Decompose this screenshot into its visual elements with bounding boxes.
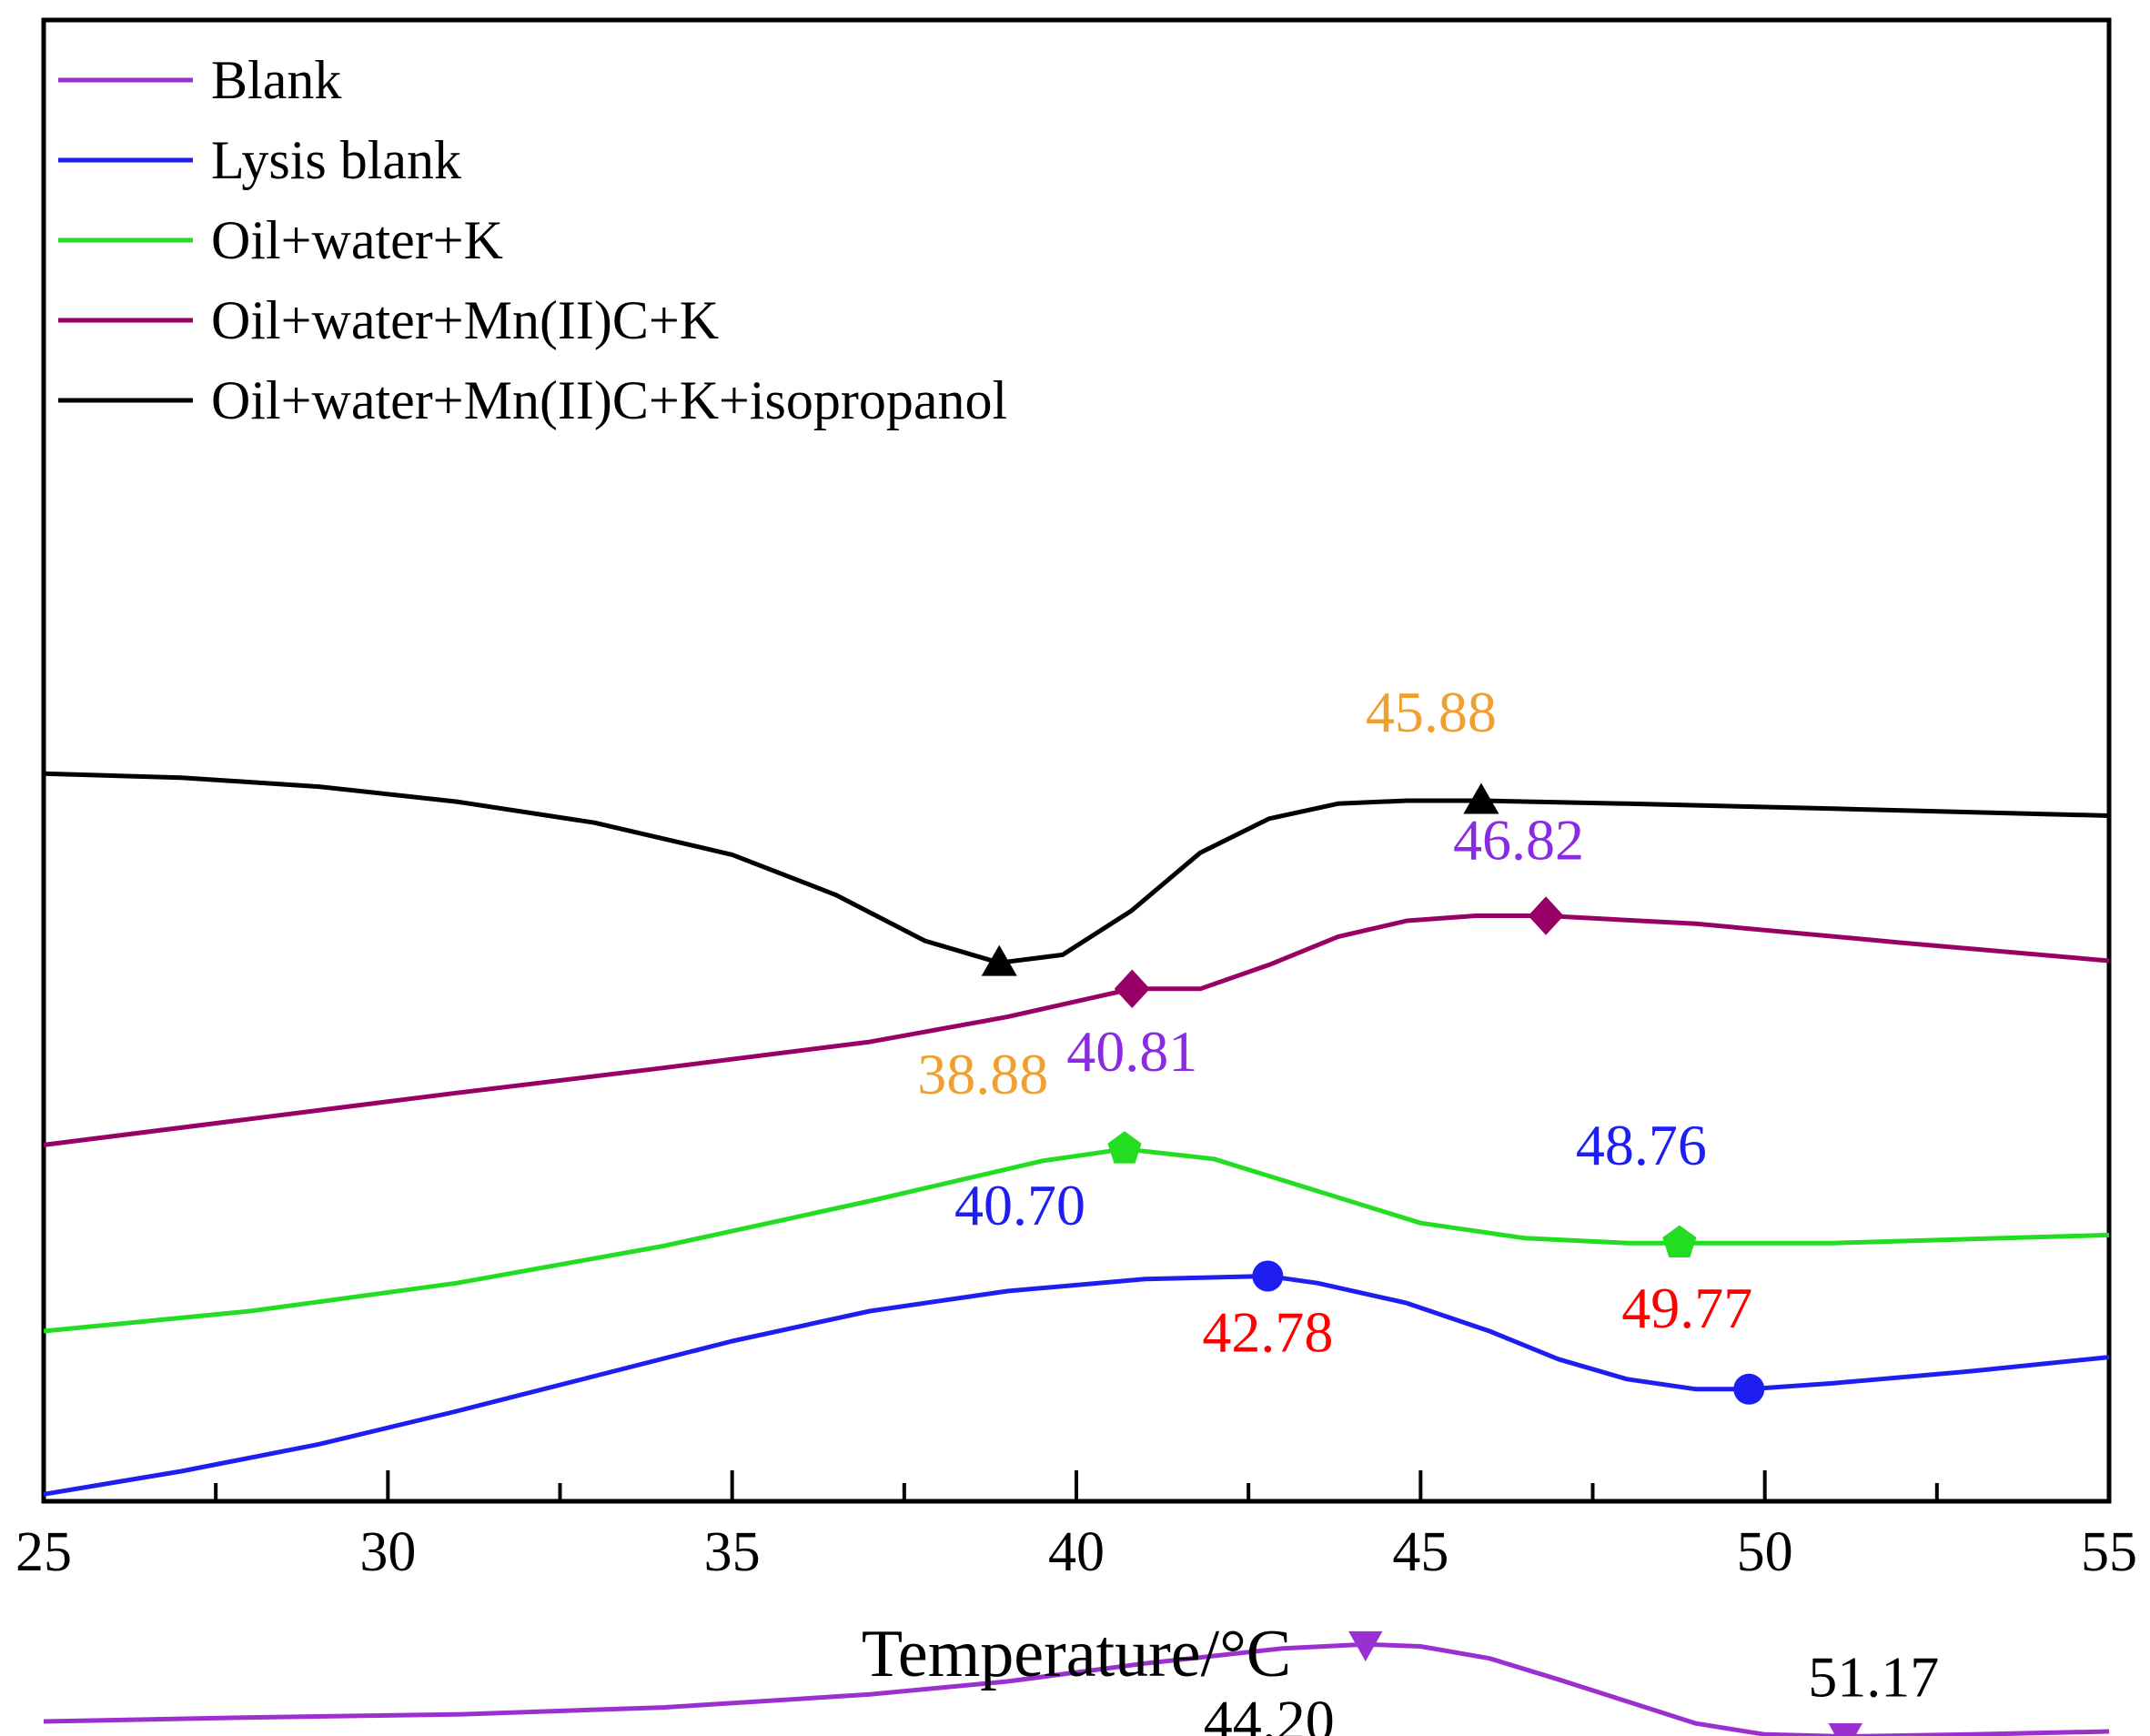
x-tick-label: 50	[1737, 1521, 1793, 1583]
peak-label: 45.88	[1366, 680, 1497, 744]
x-tick-label: 45	[1392, 1521, 1448, 1583]
peak-marker	[1662, 1225, 1697, 1258]
legend-item: Lysis blank	[58, 130, 461, 190]
peak-label: 46.82	[1453, 808, 1584, 873]
series-4: 40.81 46.82	[43, 808, 2110, 1147]
series-2: 42.78 49.77	[43, 1260, 2110, 1497]
peak-label: 49.77	[1621, 1276, 1752, 1340]
x-tick-label: 40	[1048, 1521, 1105, 1583]
legend: Blank Lysis blank Oil+water+K Oil+water+Mn(…	[58, 50, 1007, 430]
series-3: 40.70 48.76	[43, 1113, 2110, 1334]
x-axis-title: Temperature/°C	[862, 1617, 1291, 1691]
legend-item: Oil+water+Mn(II)C+K	[58, 290, 719, 350]
peak-marker	[1114, 969, 1150, 1009]
series-layer: 44.20 51.17 42.78 49.77 40.70 48.76 40.81 46.82…	[43, 680, 2110, 1736]
series-1: 44.20 51.17	[43, 1630, 2110, 1736]
x-tick-label: 35	[704, 1521, 761, 1583]
x-tick-label: 55	[2081, 1521, 2137, 1583]
peak-label: 38.88	[917, 1042, 1048, 1106]
legend-item: Oil+water+K	[58, 210, 503, 270]
peak-marker	[981, 944, 1017, 976]
peak-marker	[1528, 896, 1564, 935]
series-line	[43, 1641, 2110, 1736]
peak-label: 48.76	[1576, 1113, 1707, 1177]
peak-marker	[1252, 1260, 1284, 1292]
peak-label: 44.20	[1204, 1688, 1335, 1736]
legend-label: Oil+water+Mn(II)C+K+isopropanol	[211, 370, 1007, 430]
legend-label: Lysis blank	[211, 130, 461, 190]
legend-item: Oil+water+Mn(II)C+K+isopropanol	[58, 370, 1007, 430]
peak-marker	[1107, 1131, 1142, 1164]
series-line	[43, 1146, 2110, 1334]
peak-marker	[1348, 1630, 1383, 1661]
x-tick-label: 25	[15, 1521, 72, 1583]
x-tick-label: 30	[359, 1521, 416, 1583]
peak-marker	[1828, 1723, 1862, 1736]
peak-label: 42.78	[1202, 1300, 1333, 1365]
peak-label: 51.17	[1808, 1645, 1939, 1710]
legend-item: Blank	[58, 50, 341, 110]
legend-label: Blank	[211, 50, 341, 110]
peak-marker	[1463, 782, 1499, 814]
series-5: 38.88 45.88	[43, 680, 2110, 1106]
legend-label: Oil+water+Mn(II)C+K	[211, 290, 719, 350]
peak-label: 40.70	[954, 1173, 1085, 1237]
peak-marker	[1733, 1373, 1765, 1405]
peak-label: 40.81	[1066, 1019, 1197, 1084]
series-line	[43, 913, 2110, 1147]
x-axis-tick-labels: 25 30 35 40 45 50 55	[15, 1521, 2137, 1583]
series-line	[43, 1274, 2110, 1497]
x-axis-ticks	[42, 1470, 2111, 1501]
legend-label: Oil+water+K	[211, 210, 503, 270]
